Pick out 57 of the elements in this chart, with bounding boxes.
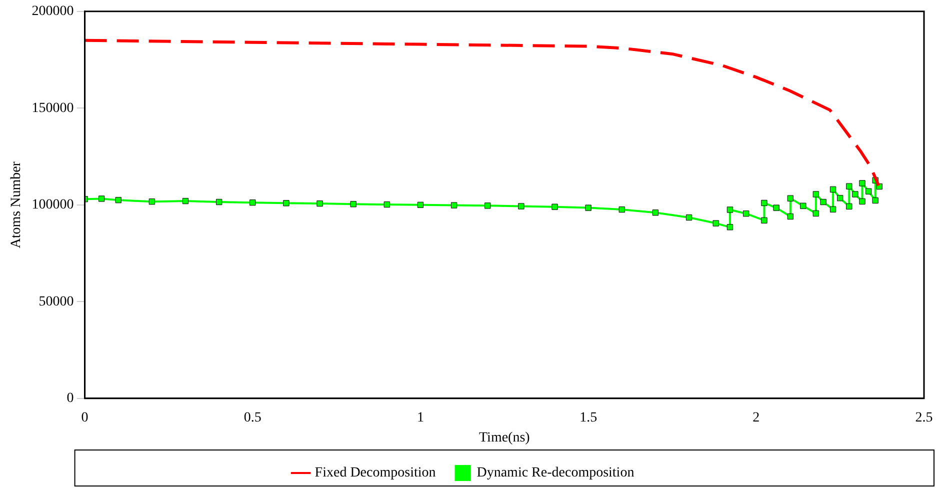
x-tick-label: 1 <box>416 410 424 426</box>
y-axis-title: Atoms Number <box>9 161 24 248</box>
point <box>820 198 826 206</box>
y-tick-label: 100000 <box>32 198 74 213</box>
point <box>148 198 156 205</box>
point <box>552 204 558 210</box>
point <box>652 210 659 216</box>
x-tick-label: 0.5 <box>244 410 262 426</box>
point <box>686 214 692 221</box>
point <box>830 186 836 192</box>
point <box>812 191 819 198</box>
x-tick-label: 0 <box>81 410 88 426</box>
point <box>761 217 768 224</box>
x-tick-label: 1.5 <box>580 410 598 426</box>
y-tick-label: 150000 <box>32 100 74 116</box>
point <box>800 202 806 209</box>
point <box>384 201 390 208</box>
point <box>417 202 424 208</box>
point <box>585 204 592 211</box>
point <box>859 198 866 204</box>
point <box>743 210 750 217</box>
point <box>518 203 524 210</box>
y-tick-label: 50000 <box>38 294 74 310</box>
point <box>115 196 122 204</box>
point <box>787 213 794 220</box>
x-tick-label: 2.5 <box>915 410 933 426</box>
point <box>846 203 852 210</box>
y-tick-label: 0 <box>66 391 74 406</box>
point <box>216 198 222 206</box>
point <box>484 202 491 209</box>
point <box>618 206 625 213</box>
x-axis-title: Time(ns) <box>478 430 530 446</box>
point <box>350 201 356 208</box>
point <box>726 206 734 213</box>
point <box>726 224 734 230</box>
point <box>859 180 866 186</box>
y-tick-label: 200000 <box>32 4 74 20</box>
point <box>761 200 768 206</box>
point <box>450 202 458 208</box>
point <box>787 195 794 202</box>
point <box>98 196 105 202</box>
x-tick-label: 2 <box>752 410 760 426</box>
point <box>837 195 844 202</box>
point <box>773 204 780 211</box>
point <box>812 210 819 216</box>
point <box>872 197 878 204</box>
point <box>830 206 836 212</box>
legend-label: Dynamic Re-decomposition <box>476 466 634 481</box>
point <box>316 200 323 207</box>
point <box>182 198 189 204</box>
point <box>866 188 872 194</box>
point <box>250 200 256 206</box>
point <box>852 191 858 198</box>
point <box>283 200 290 206</box>
point <box>712 220 719 226</box>
point <box>846 183 852 190</box>
legend-label: Fixed Decomposition <box>314 466 436 481</box>
